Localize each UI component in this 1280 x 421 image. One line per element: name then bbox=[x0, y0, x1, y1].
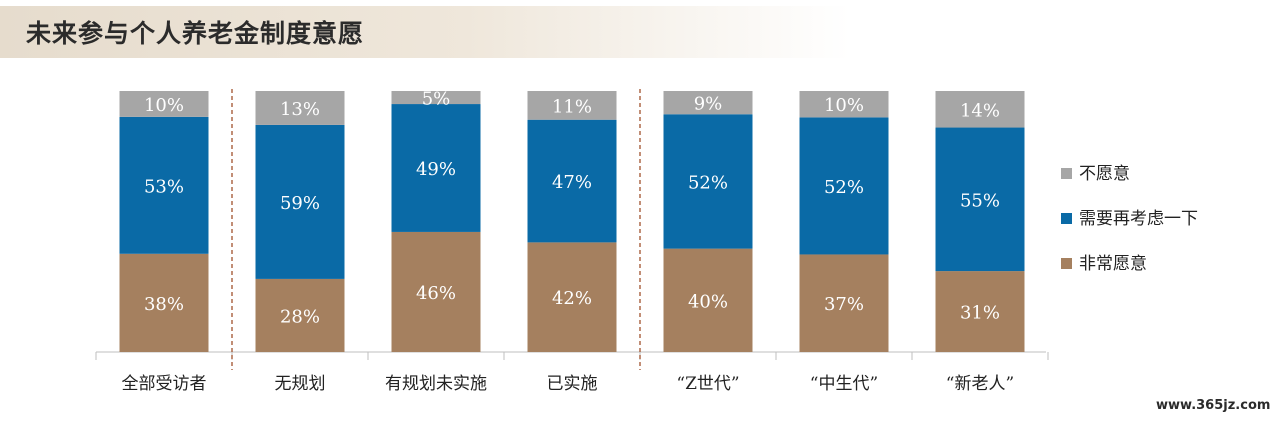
bar-segment bbox=[935, 127, 1025, 272]
data-label: 14% bbox=[960, 100, 1000, 121]
bar-segment bbox=[391, 91, 481, 105]
data-label: 10% bbox=[144, 95, 184, 116]
legend-label: 需要再考虑一下 bbox=[1079, 209, 1198, 229]
page-title: 未来参与个人养老金制度意愿 bbox=[26, 19, 365, 48]
data-label: 42% bbox=[552, 288, 592, 309]
data-label: 52% bbox=[824, 177, 864, 198]
bar-segment bbox=[119, 91, 209, 117]
data-label: 5% bbox=[422, 89, 451, 110]
legend-swatch bbox=[1061, 213, 1072, 224]
data-label: 31% bbox=[960, 303, 1000, 324]
data-label: 55% bbox=[960, 190, 1000, 211]
data-label: 38% bbox=[144, 294, 184, 315]
legend-label: 非常愿意 bbox=[1079, 254, 1147, 274]
data-label: 11% bbox=[552, 96, 592, 117]
x-tick-label: 无规划 bbox=[275, 374, 326, 394]
bar-segment bbox=[799, 117, 889, 255]
bar-segment bbox=[799, 91, 889, 118]
x-tick-label: “新老人” bbox=[946, 374, 1014, 394]
legend-swatch bbox=[1061, 168, 1072, 179]
legend-swatch bbox=[1061, 258, 1072, 269]
bar-segment bbox=[255, 124, 345, 279]
bar-segment bbox=[255, 91, 345, 125]
x-tick-label: 全部受访者 bbox=[122, 374, 207, 394]
watermark-text: www.365jz.com bbox=[1156, 398, 1271, 413]
data-label: 52% bbox=[688, 172, 728, 193]
data-label: 37% bbox=[824, 294, 864, 315]
bar-segment bbox=[391, 231, 481, 352]
title-banner bbox=[0, 6, 850, 58]
bar-segment bbox=[799, 254, 889, 352]
x-tick-label: 有规划未实施 bbox=[385, 374, 487, 394]
bar-segment bbox=[527, 119, 617, 243]
x-tick-label: “中生代” bbox=[810, 374, 878, 394]
x-tick-label: 已实施 bbox=[547, 374, 598, 394]
data-label: 13% bbox=[280, 99, 320, 120]
data-label: 47% bbox=[552, 172, 592, 193]
bar-segment bbox=[527, 242, 617, 352]
legend-label: 不愿意 bbox=[1079, 164, 1130, 184]
data-label: 28% bbox=[280, 306, 320, 327]
data-label: 46% bbox=[416, 283, 456, 304]
data-label: 40% bbox=[688, 291, 728, 312]
x-tick-label: “Z世代” bbox=[676, 374, 739, 394]
bar-segment bbox=[663, 114, 753, 249]
bar-segment bbox=[119, 116, 209, 254]
data-label: 9% bbox=[694, 94, 723, 115]
data-label: 59% bbox=[280, 193, 320, 214]
data-label: 53% bbox=[144, 176, 184, 197]
bar-segment bbox=[255, 278, 345, 352]
bar-segment bbox=[119, 253, 209, 352]
bar-segment bbox=[663, 91, 753, 115]
bar-segment bbox=[527, 91, 617, 120]
bar-segment bbox=[663, 248, 753, 352]
bar-segment bbox=[391, 104, 481, 232]
data-label: 10% bbox=[824, 95, 864, 116]
bar-segment bbox=[935, 271, 1025, 352]
bar-segment bbox=[935, 91, 1025, 128]
data-label: 49% bbox=[416, 159, 456, 180]
